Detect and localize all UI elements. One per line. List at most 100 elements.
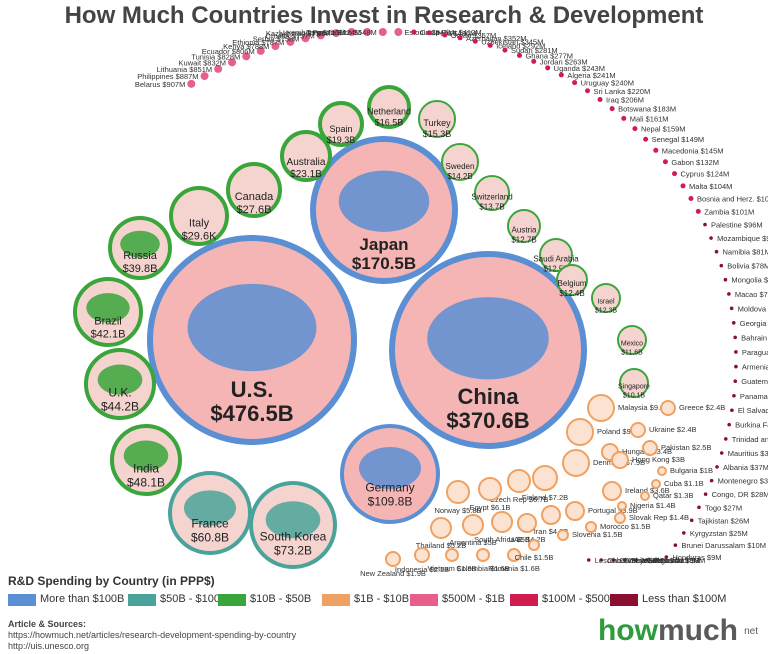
label-gambia-4m: Gambia $4M [619, 556, 662, 565]
bubble-morocco [585, 521, 597, 533]
label-name-israel: Israel [597, 299, 615, 306]
dot-botswana-183m [609, 106, 615, 112]
label-value-belgium: $12.4B [559, 289, 584, 298]
label-name-u-k: U.K. [108, 386, 131, 400]
bubble-hong-kong [611, 451, 629, 469]
bubble-fill-sweden [443, 145, 477, 179]
label-value-sweden: $14.2B [447, 172, 472, 181]
legend-swatch [510, 594, 538, 606]
dot-mozambique-92m [709, 236, 713, 240]
label-kyrgyzstan-25m: Kyrgyzstan $25M [690, 529, 748, 538]
label-name-france: France [191, 517, 229, 531]
label-namibia-81m: Namibia $81M [723, 248, 768, 257]
bubble-qatar [640, 491, 650, 501]
label-egypt: Egypt $6.1B [470, 503, 511, 512]
bubble-fill-czech-rep [509, 471, 529, 491]
label-chile: Chile $1.5B [515, 553, 554, 562]
country-shape-u-s [187, 283, 317, 372]
bubble-netherland [367, 85, 411, 129]
bubble-fill-denmark [564, 451, 588, 475]
dot-honduras-9m [664, 555, 669, 559]
bubble-fill-australia [283, 133, 329, 179]
dot-kenya-788m [271, 42, 280, 51]
bubble-saudi-arabia [539, 238, 573, 272]
label-ireland: Ireland $3.6B [625, 486, 670, 495]
label-ecuador-806m: Ecuador $806M [202, 47, 255, 56]
dot-georgia-64m [731, 321, 736, 325]
dot-moldova-66m [729, 306, 734, 311]
label-value-china: $370.6B [446, 408, 529, 433]
label-senegal-149m: Senegal $149M [652, 135, 705, 144]
legend-swatch [610, 594, 638, 606]
bubble-fill-iran [543, 507, 559, 523]
bubble-italy [169, 186, 229, 246]
dot-uganda-243m [545, 65, 551, 71]
dot-namibia-81m [714, 249, 719, 254]
label-sudan-281m: Sudan $281M [511, 46, 558, 55]
label-name-china: China [457, 384, 519, 409]
dot-oman-357m [442, 32, 448, 38]
bubble-fill-ireland [604, 483, 620, 499]
bubble-fill-colombia [478, 550, 488, 560]
bubble-colombia [476, 548, 490, 562]
label-togo-27m: Togo $27M [705, 503, 742, 512]
bubble-nigeria [617, 501, 627, 511]
label-value-netherland: $16.5B [375, 118, 404, 128]
bubble-new-zealand [385, 551, 401, 567]
dot-congo-dr-28m [703, 492, 708, 496]
bubble-fill-uae [519, 515, 535, 531]
label-value-turkey: $15.3B [423, 129, 452, 139]
dot-estonia-545m [394, 28, 403, 36]
label-bermuda-8m: Bermuda $8M [653, 556, 700, 565]
dot-sudan-281m [502, 47, 508, 53]
bubble-brazil [73, 277, 143, 347]
label-malta-104m: Malta $104M [689, 182, 732, 191]
label-name-india: India [133, 462, 159, 476]
dot-belarus-907m [187, 79, 196, 88]
label-uruguay-240m: Uruguay $240M [581, 79, 634, 88]
label-el-salvador-43m: El Salvador $43M [738, 406, 768, 415]
dot-kuwait-832m [228, 58, 237, 67]
bubble-fill-chile [530, 541, 538, 549]
bubble-japan [310, 136, 458, 284]
label-name-italy: Italy [189, 218, 210, 230]
bubble-thailand [430, 517, 452, 539]
label-name-u-s: U.S. [231, 377, 274, 402]
bubble-fill-pakistan [644, 442, 656, 454]
label-value-japan: $170.5B [352, 254, 416, 273]
label-uzbekistan-345m: Uzbekistan $345M [481, 37, 543, 46]
dot-burkina-faso-40m [727, 422, 731, 427]
label-qatar: Qatar $1.3B [653, 491, 693, 500]
dot-macao-71m [727, 292, 731, 296]
source-link-1[interactable]: https://howmuch.net/articles/research-de… [8, 630, 297, 640]
bubble-fill-argentina [464, 516, 482, 534]
label-costa-rica-412m: Costa Rica $412M [420, 28, 482, 37]
dot-cyprus-124m [672, 171, 678, 177]
label-cabo-verde-2m: Cabo Verde $2M [607, 556, 663, 565]
legend-swatch [322, 594, 350, 606]
dot-algeria-241m [558, 72, 564, 78]
label-romania: Romania $1.6B [488, 564, 540, 573]
bubble-turkey [418, 100, 456, 138]
bubble-norway [446, 480, 470, 504]
dot-bosnia-and-herz-103m [688, 195, 694, 201]
country-shape-india [123, 440, 169, 471]
bubble-vietnam [445, 548, 459, 562]
bubble-fill-egypt [480, 479, 500, 499]
label-value-france: $60.8B [191, 531, 229, 545]
bubble-malaysia [587, 394, 615, 422]
label-kuwait-832m: Kuwait $832M [179, 58, 227, 67]
bubble-denmark [562, 449, 590, 477]
label-pakistan: Pakistan $2.5B [661, 443, 711, 452]
bubble-slovenia [557, 529, 569, 541]
dot-burundi-8m [654, 558, 659, 562]
source-link-2[interactable]: http://uis.unesco.org [8, 641, 90, 651]
dot-kyrgyzstan-25m [682, 531, 686, 535]
bubble-fill-austria [509, 211, 539, 241]
dot-ecuador-806m [256, 46, 265, 55]
label-kazakhstan-718m: Kazakhstan $718M [266, 29, 330, 38]
dot-peru-406m [426, 30, 432, 36]
label-tajikistan-26m: Tajikistan $26M [698, 516, 750, 525]
dot-nepal-159m [632, 126, 638, 132]
dot-mongolia-78m [723, 277, 728, 282]
